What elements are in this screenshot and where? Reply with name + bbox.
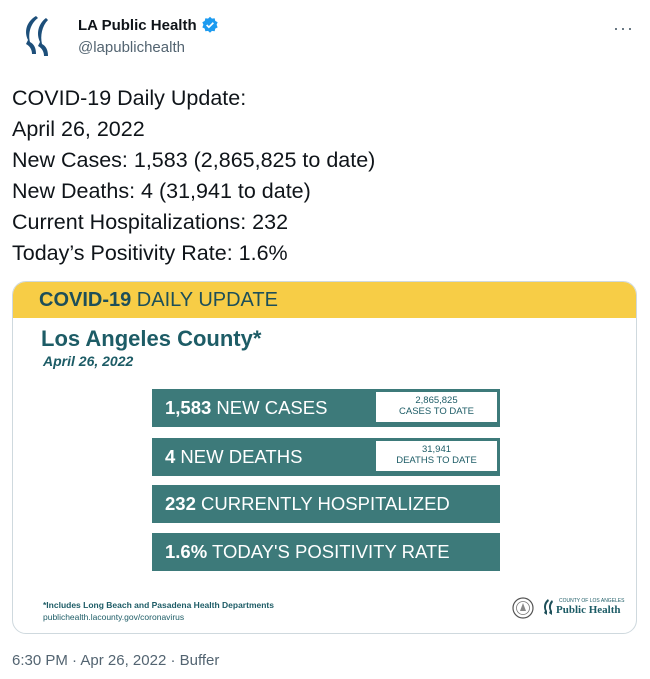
stat-new-deaths: 4 NEW DEATHS 31,941 DEATHS TO DATE: [152, 438, 500, 476]
tweet-line: New Deaths: 4 (31,941 to date): [12, 179, 311, 203]
to-date-box: 31,941 DEATHS TO DATE: [376, 441, 497, 471]
banner-rest: DAILY UPDATE: [131, 289, 278, 311]
author-name-text[interactable]: LA Public Health: [78, 16, 197, 34]
la-public-health-logo-icon[interactable]: [14, 10, 62, 58]
author-name[interactable]: LA Public Health: [78, 16, 219, 34]
banner-bold: COVID-19: [39, 289, 132, 311]
stat-value: 232: [165, 493, 196, 514]
author-handle[interactable]: @lapublichealth: [78, 39, 185, 56]
stat-value: 4: [165, 446, 176, 467]
banner-title: COVID-19 DAILY UPDATE: [39, 289, 278, 312]
separator: ·: [166, 652, 180, 669]
image-banner: COVID-19 DAILY UPDATE: [13, 282, 636, 318]
image-date: April 26, 2022: [43, 353, 134, 369]
tweet-time[interactable]: 6:30 PM: [12, 652, 68, 669]
to-date-label: CASES TO DATE: [399, 406, 474, 417]
to-date-label: DEATHS TO DATE: [396, 455, 477, 466]
separator: ·: [67, 652, 81, 669]
tweet-line: New Cases: 1,583 (2,865,825 to date): [12, 148, 376, 172]
stat-label: 4 NEW DEATHS: [165, 438, 302, 476]
stat-positivity: 1.6% TODAY'S POSITIVITY RATE: [152, 533, 500, 571]
stat-label: 232 CURRENTLY HOSPITALIZED: [165, 485, 450, 523]
stat-text: TODAY'S POSITIVITY RATE: [207, 541, 450, 562]
tweet-text: COVID-19 Daily Update: April 26, 2022 Ne…: [12, 83, 632, 269]
stat-label: 1,583 NEW CASES: [165, 389, 327, 427]
stat-label: 1.6% TODAY'S POSITIVITY RATE: [165, 533, 450, 571]
image-url: publichealth.lacounty.gov/coronavirus: [43, 612, 185, 622]
tweet-line: COVID-19 Daily Update:: [12, 86, 247, 110]
tweet-date[interactable]: Apr 26, 2022: [80, 652, 167, 669]
stat-text: NEW CASES: [211, 397, 328, 418]
county-title: Los Angeles County*: [41, 326, 262, 351]
stat-value: 1.6%: [165, 541, 208, 562]
stat-new-cases: 1,583 NEW CASES 2,865,825 CASES TO DATE: [152, 389, 500, 427]
public-health-logo-icon: [544, 599, 553, 615]
logo-county-text: COUNTY OF LOS ANGELES: [559, 598, 625, 604]
tweet-source[interactable]: Buffer: [179, 652, 220, 669]
more-options-icon[interactable]: ···: [613, 18, 634, 38]
stat-text: NEW DEATHS: [175, 446, 303, 467]
tweet-line: April 26, 2022: [12, 117, 145, 141]
stat-hospitalized: 232 CURRENTLY HOSPITALIZED: [152, 485, 500, 523]
tweet-timestamp: 6:30 PM · Apr 26, 2022 · Buffer: [12, 652, 219, 669]
to-date-value: 31,941: [421, 444, 452, 455]
tweet-line: Current Hospitalizations: 232: [12, 210, 289, 234]
tweet-header: LA Public Health @lapublichealth ···: [14, 10, 638, 62]
tweet-line: Today’s Positivity Rate: 1.6%: [12, 241, 288, 265]
verified-badge-icon: [201, 16, 218, 33]
logo-public-health-text: Public Health: [556, 604, 621, 616]
to-date-value: 2,865,825: [415, 395, 458, 406]
stat-value: 1,583: [165, 397, 212, 418]
stat-text: CURRENTLY HOSPITALIZED: [195, 493, 450, 514]
to-date-box: 2,865,825 CASES TO DATE: [376, 392, 497, 422]
tweet-media-image[interactable]: COVID-19 DAILY UPDATE Los Angeles County…: [12, 281, 637, 634]
image-footnote: *Includes Long Beach and Pasadena Health…: [43, 600, 274, 610]
county-seal-icon: [512, 597, 534, 619]
